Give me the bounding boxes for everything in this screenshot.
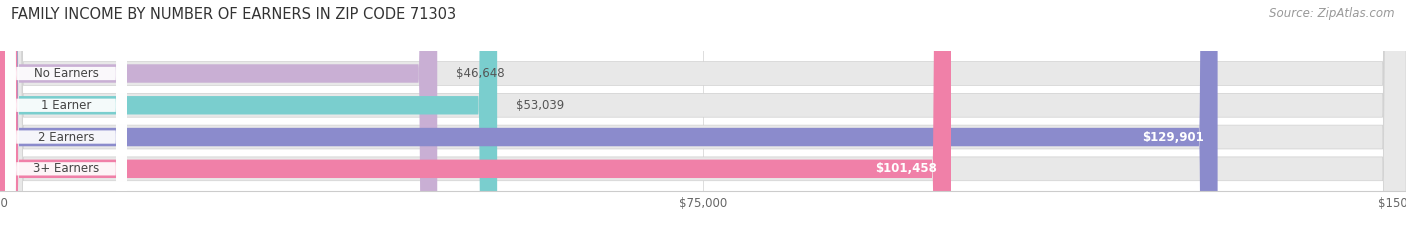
Text: 2 Earners: 2 Earners	[38, 130, 94, 144]
FancyBboxPatch shape	[0, 0, 950, 233]
Text: No Earners: No Earners	[34, 67, 98, 80]
Text: 1 Earner: 1 Earner	[41, 99, 91, 112]
FancyBboxPatch shape	[6, 0, 127, 233]
Text: FAMILY INCOME BY NUMBER OF EARNERS IN ZIP CODE 71303: FAMILY INCOME BY NUMBER OF EARNERS IN ZI…	[11, 7, 457, 22]
FancyBboxPatch shape	[0, 0, 437, 233]
Text: 3+ Earners: 3+ Earners	[32, 162, 98, 175]
Text: $46,648: $46,648	[456, 67, 505, 80]
Text: $101,458: $101,458	[875, 162, 936, 175]
FancyBboxPatch shape	[6, 0, 127, 233]
Text: Source: ZipAtlas.com: Source: ZipAtlas.com	[1270, 7, 1395, 20]
FancyBboxPatch shape	[6, 0, 127, 233]
Text: $129,901: $129,901	[1142, 130, 1204, 144]
FancyBboxPatch shape	[0, 0, 1218, 233]
Text: $53,039: $53,039	[516, 99, 564, 112]
FancyBboxPatch shape	[6, 0, 127, 233]
FancyBboxPatch shape	[0, 0, 498, 233]
